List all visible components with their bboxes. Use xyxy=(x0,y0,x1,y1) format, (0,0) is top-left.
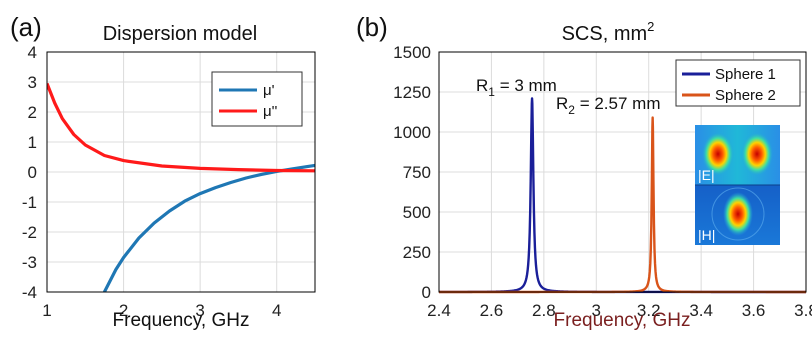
panel-b-plot-frame xyxy=(438,51,807,293)
panel-a-tick-labels: 1 2 3 4 4 3 2 1 0 -1 -2 -3 -4 xyxy=(22,43,282,320)
panel-b-x-axis-label: Frequency, GHz xyxy=(554,310,691,331)
panel-b-y-tick-label: 500 xyxy=(403,203,431,222)
e-field-label: |E| xyxy=(698,167,715,183)
panel-b: (b) SCS, mm2 2.4 2.6 2.8 3 3.2 3.4 3.6 3.8 1500 1… xyxy=(356,12,812,331)
panel-b-y-tick-label: 0 xyxy=(422,283,431,302)
panel-a-x-tick-label: 1 xyxy=(42,301,51,320)
panel-a-legend-box xyxy=(211,71,303,127)
panel-b-tick-labels: 2.4 2.6 2.8 3 3.2 3.4 3.6 3.8 1500 1250 1000 750 500… xyxy=(393,43,812,320)
panel-b-y-tick-label: 1250 xyxy=(393,83,431,102)
panel-a-y-tick-label: 2 xyxy=(28,103,37,122)
series-mu-prime-line xyxy=(102,163,315,292)
panel-a-label: (a) xyxy=(10,12,42,42)
legend-label-mu-prime: μ' xyxy=(263,82,275,99)
field-map-inset: |E| |H| xyxy=(695,125,780,245)
panel-b-x-tick-label: 2.8 xyxy=(532,301,556,320)
panel-b-x-tick-label: 2.6 xyxy=(480,301,504,320)
panel-b-y-tick-label: 1500 xyxy=(393,43,431,62)
panel-b-y-tick-label: 1000 xyxy=(393,123,431,142)
panel-a-x-tick-label: 2 xyxy=(119,301,128,320)
panel-a-y-tick-label: -3 xyxy=(22,253,37,272)
panel-a-legend: μ' μ'' xyxy=(211,71,303,127)
panel-b-legend: Sphere 1 Sphere 2 xyxy=(675,59,801,107)
annotation-r2: R2 = 2.57 mm xyxy=(556,94,660,117)
panel-a-x-tick-label: 4 xyxy=(272,301,281,320)
panel-b-title-superscript: 2 xyxy=(647,19,654,34)
panel-a-plot-frame xyxy=(46,51,316,293)
h-field-lobe xyxy=(723,192,753,236)
panel-b-x-tick-label: 3.2 xyxy=(637,301,661,320)
panel-b-x-tick-label: 3 xyxy=(592,301,601,320)
panel-a: (a) Dispersion model 1 2 3 4 4 3 2 1 0 -1 -2 -3 -4 F… xyxy=(10,12,316,331)
panel-b-legend-box xyxy=(675,59,801,107)
panel-b-x-tick-label: 3.6 xyxy=(742,301,766,320)
panel-a-y-tick-label: 4 xyxy=(28,43,37,62)
e-field-lobe-left xyxy=(702,132,734,176)
panel-b-y-tick-label: 750 xyxy=(403,163,431,182)
legend-label-sphere-2: Sphere 2 xyxy=(715,87,776,104)
panel-b-x-tick-label: 2.4 xyxy=(427,301,451,320)
panel-a-y-tick-label: -1 xyxy=(22,193,37,212)
legend-label-mu-double-prime: μ'' xyxy=(263,103,278,120)
panel-a-series xyxy=(47,82,315,292)
panel-a-y-tick-label: 1 xyxy=(28,133,37,152)
panel-a-y-tick-label: -2 xyxy=(22,223,37,242)
panel-b-x-tick-label: 3.8 xyxy=(794,301,812,320)
legend-label-sphere-1: Sphere 1 xyxy=(715,66,776,83)
h-field-label: |H| xyxy=(698,227,715,243)
panel-a-x-axis-label: Frequency, GHz xyxy=(113,310,250,331)
panel-a-title: Dispersion model xyxy=(103,23,258,45)
panel-a-y-tick-label: 0 xyxy=(28,163,37,182)
panel-a-x-tick-label: 3 xyxy=(195,301,204,320)
annotation-r1: R1 = 3 mm xyxy=(476,76,557,99)
series-mu-double-prime-line xyxy=(47,82,315,173)
panel-b-title-text: SCS, mm xyxy=(562,23,648,45)
panel-a-y-tick-label: -4 xyxy=(22,283,37,302)
panel-b-label: (b) xyxy=(356,12,388,42)
panel-b-x-tick-label: 3.4 xyxy=(689,301,713,320)
h-field-outline xyxy=(711,187,765,241)
panel-a-y-tick-label: 3 xyxy=(28,73,37,92)
panel-b-y-tick-label: 250 xyxy=(403,243,431,262)
e-field-lobe-right xyxy=(741,132,773,176)
panel-b-title: SCS, mm2 xyxy=(562,19,655,45)
